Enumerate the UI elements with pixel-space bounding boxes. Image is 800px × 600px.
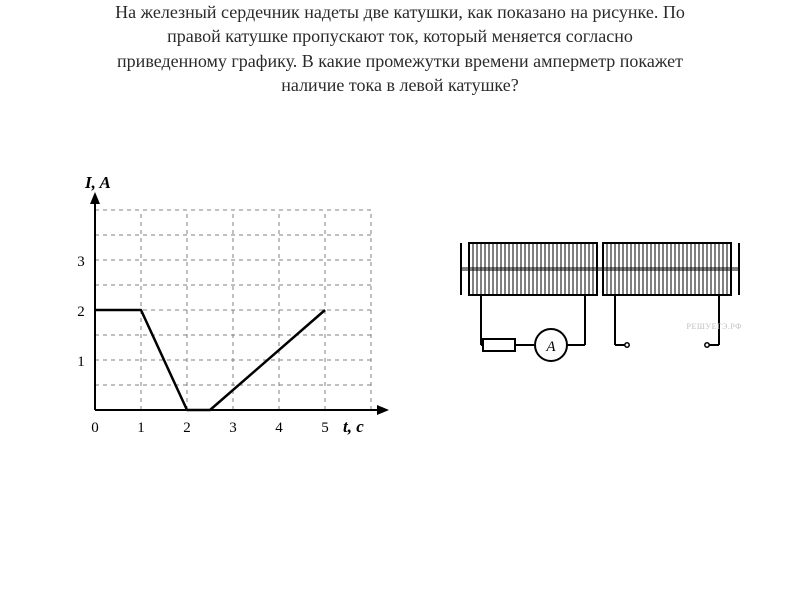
svg-text:t, c: t, c [343,417,364,436]
svg-text:A: A [545,339,556,355]
diagram-content: A [461,243,739,361]
problem-statement: На железный сердечник надеты две катушки… [0,0,800,97]
svg-text:3: 3 [77,254,85,270]
coils-diagram: A [455,235,745,385]
svg-text:0: 0 [91,420,99,436]
svg-text:2: 2 [77,304,85,320]
svg-text:4: 4 [275,420,283,436]
svg-text:1: 1 [137,420,145,436]
problem-line-3: приведенному графику. В какие промежутки… [117,51,683,71]
svg-text:3: 3 [229,420,237,436]
svg-text:I, A: I, A [84,173,111,192]
problem-line-1: На железный сердечник надеты две катушки… [115,2,685,22]
svg-text:5: 5 [321,420,329,436]
svg-text:1: 1 [77,354,85,370]
chart-content: 0 1 2 3 4 5 1 2 3 I, A t, c [77,173,389,436]
problem-line-4: наличие тока в левой катушке? [281,75,518,95]
watermark: РЕШУЕГЭ.РФ [687,322,743,331]
svg-text:2: 2 [183,420,191,436]
current-time-graph: 0 1 2 3 4 5 1 2 3 I, A t, c [55,170,400,450]
problem-line-2: правой катушке пропускают ток, который м… [167,26,633,46]
